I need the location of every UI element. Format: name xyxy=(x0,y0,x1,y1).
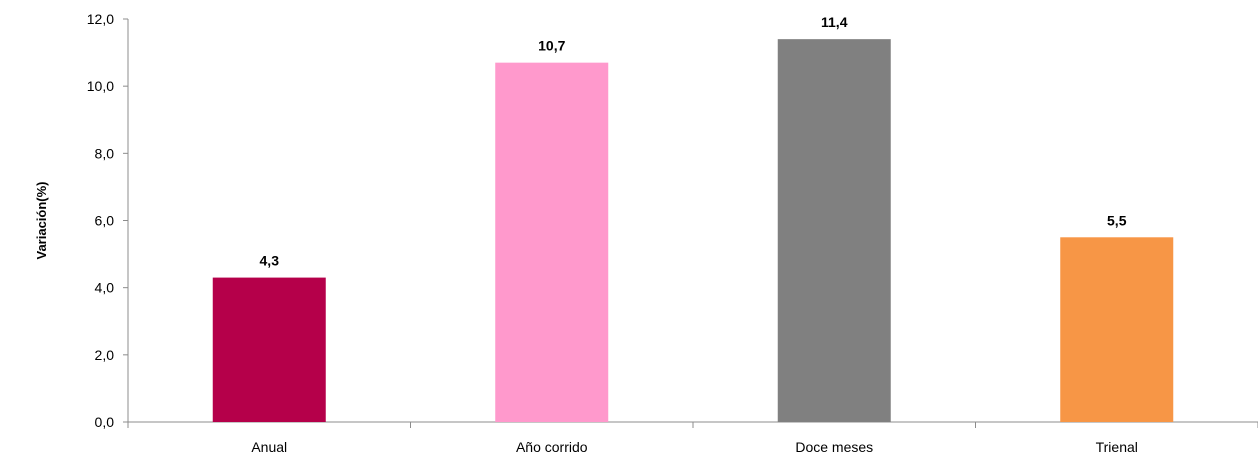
y-axis: 0,0 2,0 4,0 6,0 8,0 10,0 12,0 xyxy=(87,11,129,430)
bar-series xyxy=(212,39,1174,423)
y-tick-label: 12,0 xyxy=(87,11,114,27)
data-label: 11,4 xyxy=(821,14,848,30)
bar xyxy=(495,62,609,423)
data-label-group: 4,3 10,7 11,4 5,5 xyxy=(260,14,1127,268)
data-label: 5,5 xyxy=(1107,212,1127,228)
x-tick-label: Año corrido xyxy=(516,439,588,454)
y-tick-label: 6,0 xyxy=(95,213,115,229)
bar xyxy=(212,277,326,422)
data-label: 4,3 xyxy=(260,253,280,269)
y-tick-group: 0,0 2,0 4,0 6,0 8,0 10,0 12,0 xyxy=(87,11,128,430)
x-tick-group: Anual Año corrido Doce meses Trienal xyxy=(127,422,1258,454)
data-label: 10,7 xyxy=(538,38,565,54)
x-tick-label: Doce meses xyxy=(795,439,873,454)
x-tick-label: Trienal xyxy=(1096,439,1138,454)
bar xyxy=(1060,237,1174,422)
y-tick-label: 4,0 xyxy=(95,280,115,296)
y-tick-label: 8,0 xyxy=(95,145,115,161)
y-tick-label: 2,0 xyxy=(95,347,115,363)
y-axis-title: Variación(%) xyxy=(34,181,49,259)
x-tick-label: Anual xyxy=(251,439,287,454)
y-tick-label: 0,0 xyxy=(95,414,115,430)
bar xyxy=(777,39,891,423)
x-axis: Anual Año corrido Doce meses Trienal xyxy=(127,421,1258,454)
y-tick-label: 10,0 xyxy=(87,78,114,94)
